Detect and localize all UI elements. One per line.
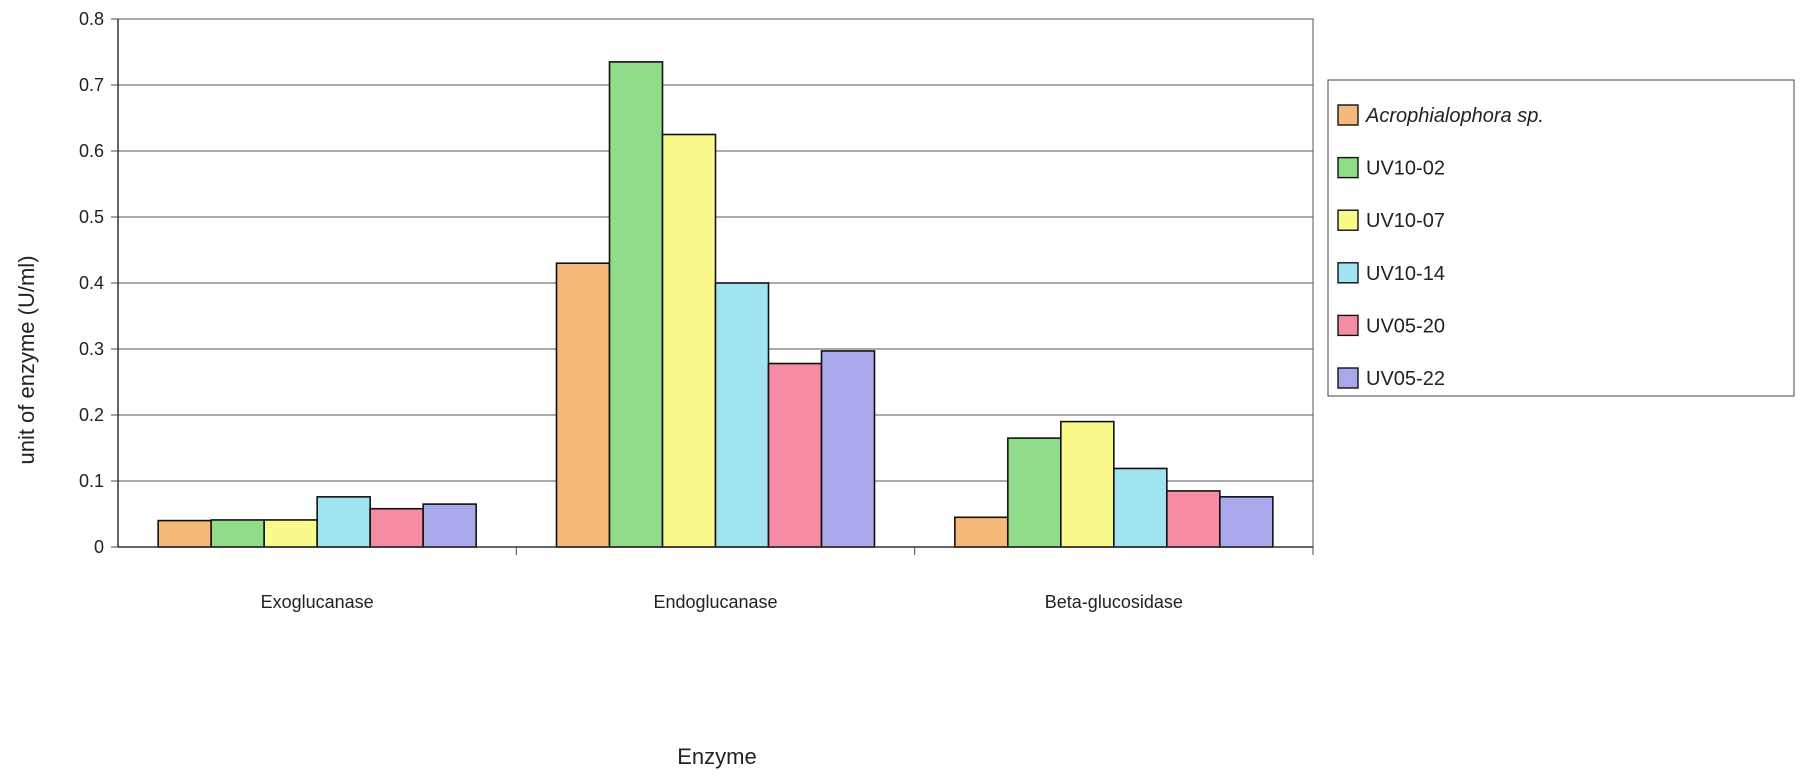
legend-swatch xyxy=(1337,314,1359,337)
legend-swatch xyxy=(1337,367,1359,389)
bars xyxy=(157,61,1274,548)
legend-label: Acrophialophora sp. xyxy=(1365,105,1544,127)
bar xyxy=(369,507,424,548)
bar xyxy=(608,61,664,548)
x-tick-label: Exoglucanase xyxy=(261,592,374,612)
bar xyxy=(1007,437,1062,548)
y-tick-label: 0.8 xyxy=(79,9,104,29)
legend-label: UV10-07 xyxy=(1366,210,1445,232)
bar xyxy=(714,282,770,548)
x-axis-title: Enzyme xyxy=(677,744,756,769)
y-tick-label: 0.3 xyxy=(79,339,104,359)
y-tick-label: 0.6 xyxy=(79,141,104,161)
bar xyxy=(157,519,212,548)
y-tick-label: 0.1 xyxy=(79,471,104,491)
bar xyxy=(263,519,318,548)
legend-label: UV10-14 xyxy=(1366,263,1445,285)
legend-swatch xyxy=(1337,209,1359,231)
bar xyxy=(1219,496,1274,548)
x-tick-label: Endoglucanase xyxy=(653,592,777,612)
y-tick-label: 0.7 xyxy=(79,75,104,95)
y-tick-label: 0.2 xyxy=(79,405,104,425)
x-tick-label: Beta-glucosidase xyxy=(1045,592,1183,612)
bar xyxy=(1166,490,1221,548)
bar xyxy=(1113,467,1168,548)
y-tick-label: 0.5 xyxy=(79,207,104,227)
bar xyxy=(316,496,371,548)
legend-label: UV10-02 xyxy=(1366,158,1445,180)
bar xyxy=(210,519,265,548)
bar xyxy=(1060,420,1115,548)
bar xyxy=(820,350,876,548)
bar xyxy=(954,516,1009,548)
legend: Acrophialophora sp. UV10-02 UV10-07 UV10-14… xyxy=(1327,79,1795,397)
y-tick-label: 0 xyxy=(94,537,104,557)
bar xyxy=(767,362,823,548)
axes: 0 0.1 0.2 0.3 0.4 0.5 0.6 0.7 0.8 Exoglucanase End… xyxy=(79,9,1314,612)
legend-box xyxy=(1327,79,1795,397)
bar xyxy=(422,503,477,548)
legend-swatch xyxy=(1337,104,1359,126)
bar xyxy=(555,262,611,548)
legend-swatch xyxy=(1337,156,1359,179)
y-tick-label: 0.4 xyxy=(79,273,104,293)
legend-label: UV05-20 xyxy=(1366,315,1445,337)
legend-label: UV05-22 xyxy=(1366,368,1445,390)
y-axis-title: unit of enzyme (U/ml) xyxy=(14,255,39,464)
bar xyxy=(661,133,717,548)
legend-swatch xyxy=(1337,262,1359,284)
